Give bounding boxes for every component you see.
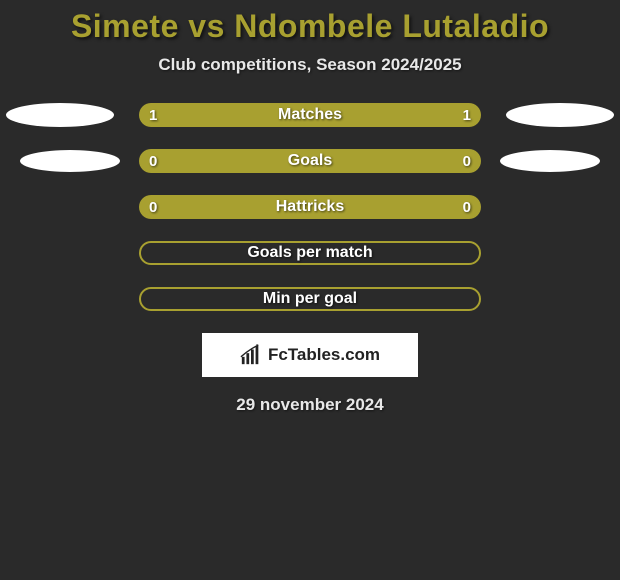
page-title: Simete vs Ndombele Lutaladio (0, 8, 620, 45)
stat-label: Goals (288, 152, 332, 170)
player-right-indicator (500, 150, 600, 172)
stat-bar-empty: Min per goal (139, 287, 481, 311)
stat-left-value: 0 (149, 153, 157, 170)
page-subtitle: Club competitions, Season 2024/2025 (0, 55, 620, 75)
stat-row-goals: 0 Goals 0 (0, 149, 620, 173)
stat-label: Min per goal (263, 290, 357, 308)
stat-bar: 1 Matches 1 (139, 103, 481, 127)
stat-label: Goals per match (247, 244, 372, 262)
bar-chart-icon (240, 344, 262, 366)
date-label: 29 november 2024 (0, 395, 620, 415)
stat-row-goals-per-match: Goals per match (0, 241, 620, 265)
stats-rows: 1 Matches 1 0 Goals 0 0 Hattricks 0 (0, 103, 620, 311)
stat-label: Matches (278, 106, 342, 124)
stat-row-min-per-goal: Min per goal (0, 287, 620, 311)
fctables-logo[interactable]: FcTables.com (202, 333, 418, 377)
stat-row-matches: 1 Matches 1 (0, 103, 620, 127)
player-left-indicator (6, 103, 114, 127)
stat-bar: 0 Goals 0 (139, 149, 481, 173)
stat-bar: 0 Hattricks 0 (139, 195, 481, 219)
stat-label: Hattricks (276, 198, 344, 216)
stat-right-value: 1 (463, 107, 471, 124)
player-left-indicator (20, 150, 120, 172)
stat-right-value: 0 (463, 153, 471, 170)
stat-right-value: 0 (463, 199, 471, 216)
stat-row-hattricks: 0 Hattricks 0 (0, 195, 620, 219)
logo-text: FcTables.com (268, 345, 380, 365)
stats-comparison-card: Simete vs Ndombele Lutaladio Club compet… (0, 0, 620, 415)
stat-left-value: 1 (149, 107, 157, 124)
stat-bar-empty: Goals per match (139, 241, 481, 265)
player-right-indicator (506, 103, 614, 127)
stat-left-value: 0 (149, 199, 157, 216)
